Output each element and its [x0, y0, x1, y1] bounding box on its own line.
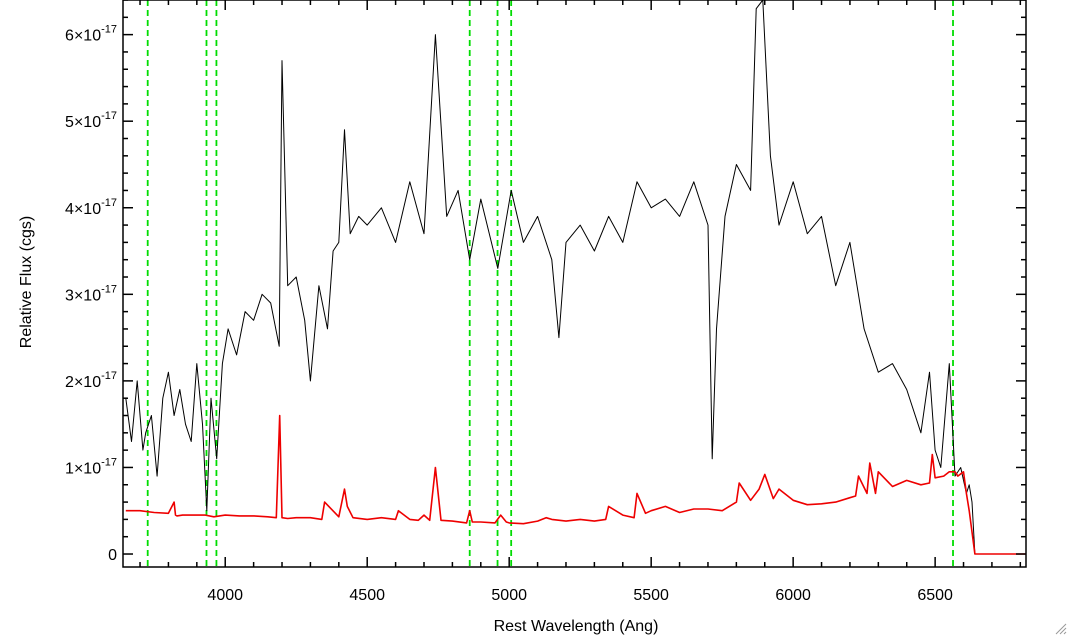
y-tick-label-1: 1×10-17	[65, 456, 117, 477]
plot-frame	[122, 0, 1027, 568]
spectrum-series	[125, 0, 1026, 555]
y-tick-label-2: 2×10-17	[65, 370, 117, 391]
x-tick-label-4500: 4500	[349, 587, 385, 604]
series-line-0	[125, 0, 1026, 555]
y-axis-label: Relative Flux (cgs)	[18, 216, 35, 348]
x-tick-label-5500: 5500	[633, 587, 669, 604]
x-tick-label-5000: 5000	[491, 587, 527, 604]
plot-axes	[122, 0, 1027, 568]
x-tick-label-4000: 4000	[207, 587, 243, 604]
x-tick-label-6000: 6000	[775, 587, 811, 604]
emission-line-markers	[146, 0, 954, 567]
x-axis-label: Rest Wavelength (Ang)	[494, 618, 659, 635]
x-tick-label-6500: 6500	[917, 587, 953, 604]
y-tick-label-4: 4×10-17	[65, 197, 117, 218]
y-tick-label-5: 5×10-17	[65, 110, 117, 131]
y-tick-label-6: 6×10-17	[65, 24, 117, 45]
y-tick-label-0: 0	[108, 547, 117, 564]
y-tick-label-3: 3×10-17	[65, 283, 117, 304]
resize-grip-icon[interactable]	[1055, 623, 1067, 635]
series-line-1	[125, 414, 1026, 555]
tick-labels: 4000 4500 5000 5500 6000 6500 0 1×10-17 2×10-17 3…	[65, 24, 953, 604]
